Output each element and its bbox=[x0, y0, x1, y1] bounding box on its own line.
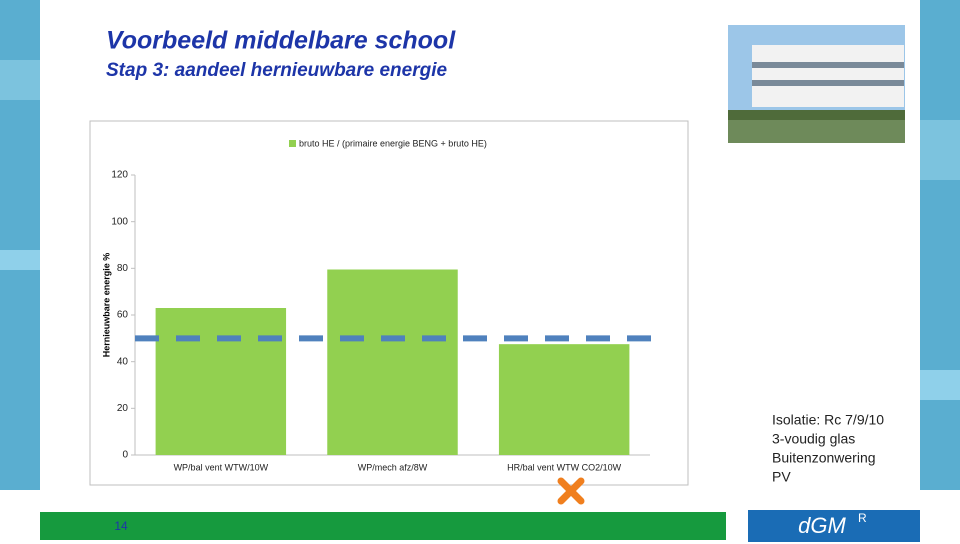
border-stripe bbox=[920, 370, 960, 400]
y-tick-label: 0 bbox=[122, 450, 128, 461]
note: 3-voudig glas bbox=[772, 431, 855, 447]
y-tick-label: 120 bbox=[111, 170, 128, 181]
note: Isolatie: Rc 7/9/10 bbox=[772, 412, 884, 428]
legend-label: bruto HE / (primaire energie BENG + brut… bbox=[299, 138, 487, 148]
border-stripe bbox=[0, 250, 40, 270]
y-tick-label: 80 bbox=[117, 263, 129, 274]
note: Buitenzonwering bbox=[772, 450, 876, 466]
right-border bbox=[920, 0, 960, 544]
legend-swatch bbox=[289, 140, 296, 147]
logo-box bbox=[748, 510, 920, 542]
footer-bar bbox=[40, 512, 726, 540]
logo: dGM bbox=[798, 513, 846, 538]
x-tick-label: HR/bal vent WTW CO2/10W bbox=[507, 462, 622, 472]
y-tick-label: 20 bbox=[117, 403, 129, 414]
x-tick-label: WP/mech afz/8W bbox=[358, 462, 428, 472]
x-tick-label: WP/bal vent WTW/10W bbox=[174, 462, 269, 472]
note: PV bbox=[772, 469, 791, 485]
photo bbox=[728, 25, 905, 143]
border-stripe bbox=[0, 60, 40, 100]
y-tick-label: 60 bbox=[117, 310, 129, 321]
slide-title: Voorbeeld middelbare school bbox=[106, 27, 456, 55]
logo-sup: R bbox=[858, 511, 867, 525]
border-stripe bbox=[920, 120, 960, 180]
bar bbox=[327, 269, 458, 455]
bar bbox=[155, 308, 287, 455]
y-tick-label: 40 bbox=[117, 356, 129, 367]
bar bbox=[498, 344, 630, 455]
slide-subtitle: Stap 3: aandeel hernieuwbare energie bbox=[106, 60, 447, 81]
y-axis-label: Hernieuwbare energie % bbox=[101, 253, 111, 358]
y-tick-label: 100 bbox=[111, 216, 128, 227]
cross-icon bbox=[557, 477, 585, 505]
page-number: 14 bbox=[114, 519, 128, 533]
